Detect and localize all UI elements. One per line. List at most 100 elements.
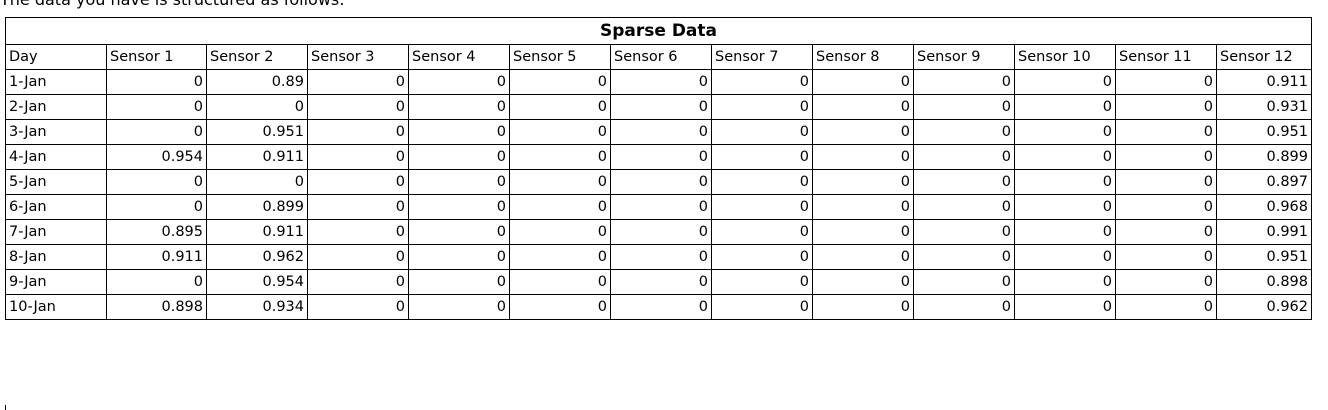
sensor-value-cell: 0 [307,119,409,145]
day-cell: 2-Jan [5,94,107,120]
sensor-value-cell: 0 [711,269,813,295]
sensor-value-cell: 0 [812,194,914,220]
day-cell: 9-Jan [5,269,107,295]
table-edge-line [5,405,6,410]
sensor-value-cell: 0 [307,194,409,220]
column-header: Sensor 7 [711,44,813,70]
sensor-value-cell: 0 [610,169,712,195]
column-header: Sensor 6 [610,44,712,70]
header-row: Day Sensor 1 Sensor 2 Sensor 3 Sensor 4 … [5,44,1312,70]
sensor-value-cell: 0 [1115,169,1217,195]
sensor-value-cell: 0 [106,119,207,145]
sensor-value-cell: 0 [913,294,1015,320]
sensor-value-cell: 0.911 [206,144,308,170]
sensor-value-cell: 0 [307,69,409,95]
sensor-value-cell: 0 [307,269,409,295]
sensor-value-cell: 0.898 [1216,269,1312,295]
column-header: Sensor 9 [913,44,1015,70]
column-header: Sensor 3 [307,44,409,70]
sensor-value-cell: 0.898 [106,294,207,320]
sensor-value-cell: 0 [913,244,1015,270]
sensor-value-cell: 0.934 [206,294,308,320]
sensor-value-cell: 0 [509,219,611,245]
sensor-value-cell: 0 [106,194,207,220]
sensor-value-cell: 0 [913,269,1015,295]
sensor-value-cell: 0 [610,294,712,320]
sensor-value-cell: 0 [1115,244,1217,270]
day-cell: 5-Jan [5,169,107,195]
sensor-value-cell: 0 [913,219,1015,245]
sensor-value-cell: 0 [307,94,409,120]
sensor-value-cell: 0 [509,169,611,195]
table-row: 3-Jan 0 0.951 0 0 0 0 0 0 0 0 0 0.951 [5,119,1312,145]
sensor-value-cell: 0 [1115,219,1217,245]
sensor-value-cell: 0 [610,219,712,245]
column-header: Sensor 12 [1216,44,1312,70]
sensor-value-cell: 0 [913,119,1015,145]
sensor-value-cell: 0 [812,94,914,120]
sensor-value-cell: 0.968 [1216,194,1312,220]
table-row: 4-Jan 0.954 0.911 0 0 0 0 0 0 0 0 0 0.899 [5,144,1312,170]
sensor-value-cell: 0 [307,294,409,320]
sensor-value-cell: 0 [812,144,914,170]
sensor-value-cell: 0 [610,144,712,170]
table-row: 10-Jan 0.898 0.934 0 0 0 0 0 0 0 0 0 0.962 [5,294,1312,320]
sensor-value-cell: 0.911 [106,244,207,270]
sensor-value-cell: 0 [106,269,207,295]
column-header: Sensor 2 [206,44,308,70]
sensor-value-cell: 0 [509,244,611,270]
sensor-value-cell: 0 [711,119,813,145]
sensor-value-cell: 0.962 [1216,294,1312,320]
table-row: 9-Jan 0 0.954 0 0 0 0 0 0 0 0 0 0.898 [5,269,1312,295]
sensor-value-cell: 0 [509,294,611,320]
sensor-value-cell: 0.911 [1216,69,1312,95]
sensor-value-cell: 0 [812,244,914,270]
sensor-value-cell: 0 [913,144,1015,170]
sensor-value-cell: 0 [1014,244,1116,270]
sensor-value-cell: 0 [408,144,510,170]
day-cell: 10-Jan [5,294,107,320]
table-row: 1-Jan 0 0.89 0 0 0 0 0 0 0 0 0 0.911 [5,69,1312,95]
sensor-value-cell: 0 [1014,144,1116,170]
sensor-value-cell: 0.89 [206,69,308,95]
sensor-value-cell: 0 [1115,144,1217,170]
sensor-value-cell: 0 [408,169,510,195]
sensor-value-cell: 0 [812,119,914,145]
sensor-value-cell: 0.951 [206,119,308,145]
table-row: 7-Jan 0.895 0.911 0 0 0 0 0 0 0 0 0 0.991 [5,219,1312,245]
sensor-value-cell: 0 [1115,294,1217,320]
sensor-value-cell: 0.911 [206,219,308,245]
sensor-value-cell: 0 [610,94,712,120]
sensor-value-cell: 0 [913,69,1015,95]
table-row: 8-Jan 0.911 0.962 0 0 0 0 0 0 0 0 0 0.951 [5,244,1312,270]
sensor-value-cell: 0 [711,69,813,95]
column-header: Sensor 4 [408,44,510,70]
sensor-value-cell: 0 [307,169,409,195]
sensor-value-cell: 0 [812,69,914,95]
sensor-value-cell: 0 [1014,169,1116,195]
column-header: Sensor 5 [509,44,611,70]
sensor-value-cell: 0 [1014,94,1116,120]
sensor-value-cell: 0.954 [206,269,308,295]
sensor-value-cell: 0 [509,144,611,170]
sensor-value-cell: 0 [812,169,914,195]
sensor-value-cell: 0 [1115,69,1217,95]
sensor-value-cell: 0 [307,144,409,170]
sensor-value-cell: 0 [711,169,813,195]
column-header: Sensor 1 [106,44,207,70]
sensor-value-cell: 0 [408,219,510,245]
sensor-value-cell: 0 [509,269,611,295]
sensor-value-cell: 0 [1014,269,1116,295]
sensor-value-cell: 0 [408,244,510,270]
sensor-value-cell: 0 [408,294,510,320]
sensor-value-cell: 0.951 [1216,244,1312,270]
sensor-value-cell: 0 [408,119,510,145]
sensor-value-cell: 0 [1014,119,1116,145]
sensor-value-cell: 0 [1014,219,1116,245]
sensor-value-cell: 0 [711,144,813,170]
day-cell: 3-Jan [5,119,107,145]
sensor-value-cell: 0.991 [1216,219,1312,245]
sensor-value-cell: 0 [913,94,1015,120]
sensor-value-cell: 0 [106,69,207,95]
column-header: Sensor 10 [1014,44,1116,70]
